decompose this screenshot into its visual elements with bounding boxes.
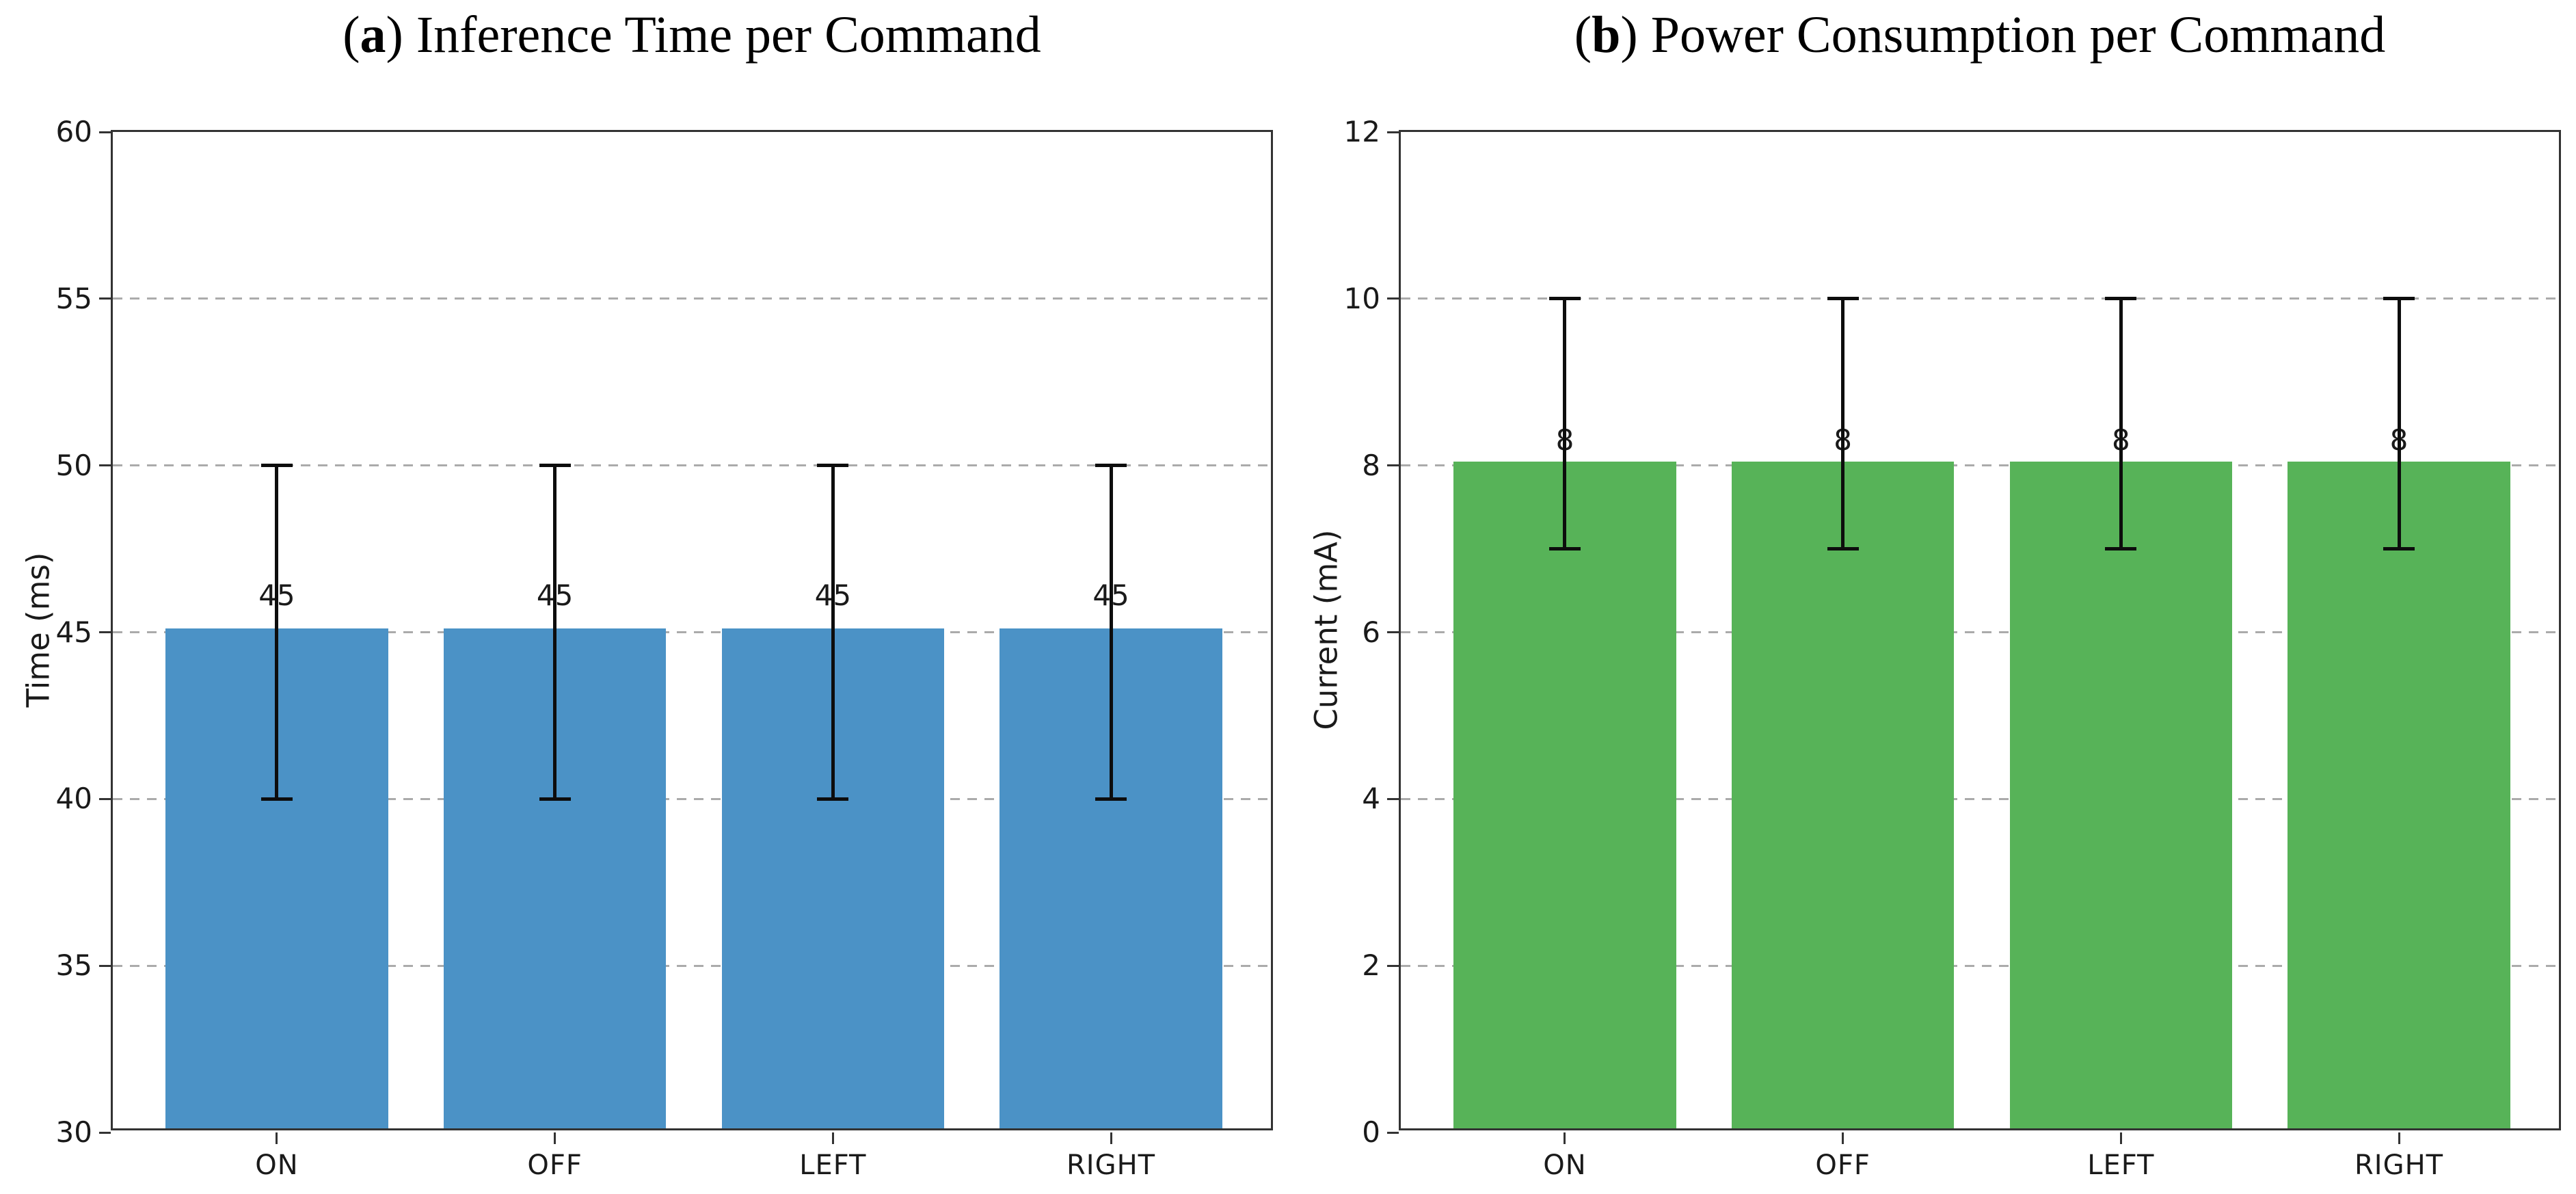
x-tick <box>831 1132 834 1144</box>
error-bar <box>1109 465 1113 799</box>
bar-right <box>2287 461 2510 1128</box>
title-letter: a <box>360 6 386 64</box>
title-letter: b <box>1592 6 1621 64</box>
gridline-y35 <box>113 964 1271 967</box>
y-tick <box>99 964 111 967</box>
x-tick <box>2398 1132 2400 1144</box>
plot-area-a: 3035404550556045ON45OFF45LEFT45RIGHT <box>56 117 1273 1180</box>
error-bar-cap-bottom <box>1548 547 1581 551</box>
x-tick-label-off: OFF <box>1815 1150 1870 1181</box>
error-bar <box>1841 298 1845 549</box>
x-tick <box>554 1132 556 1144</box>
error-bar-cap-top <box>817 464 849 468</box>
y-tick <box>1387 631 1399 633</box>
error-bar <box>2397 298 2401 549</box>
error-bar-cap-top <box>1827 297 1859 301</box>
y-tick <box>99 797 111 800</box>
error-bar-cap-bottom <box>1095 797 1127 801</box>
gridline-y10 <box>1401 297 2559 300</box>
y-tick-label: 50 <box>55 448 92 482</box>
x-tick <box>2119 1132 2122 1144</box>
y-tick <box>99 131 111 133</box>
y-tick-label: 6 <box>1362 615 1380 649</box>
error-bar-cap-top <box>2105 297 2137 301</box>
error-bar <box>1563 298 1567 549</box>
title-paren-open: ( <box>343 6 360 64</box>
chart-title-b: (b) Power Consumption per Command <box>1399 3 2561 68</box>
y-tick-label: 30 <box>55 1115 92 1149</box>
y-tick-label: 12 <box>1343 115 1380 148</box>
gridline-y45 <box>113 631 1271 633</box>
error-bar-cap-top <box>260 464 293 468</box>
gridline-y8 <box>1401 464 2559 467</box>
y-tick <box>1387 297 1399 300</box>
title-text: ) Power Consumption per Command <box>1620 6 2386 64</box>
error-bar-cap-bottom <box>817 797 849 801</box>
y-tick-label: 2 <box>1362 948 1380 983</box>
x-tick-label-left: LEFT <box>799 1150 867 1181</box>
chart-panel-b: (b) Power Consumption per Command Curren… <box>1288 0 2576 1194</box>
x-tick <box>1842 1132 1844 1144</box>
gridline-y2 <box>1401 964 2559 967</box>
y-tick-label: 55 <box>55 281 92 315</box>
title-paren-open: ( <box>1574 6 1592 64</box>
y-tick-label: 60 <box>55 115 92 148</box>
gridline-y50 <box>113 464 1271 467</box>
x-tick-label-right: RIGHT <box>1066 1150 1156 1181</box>
error-bar <box>831 465 835 799</box>
error-bar-cap-bottom <box>260 797 293 801</box>
error-bar-cap-top <box>2383 297 2415 301</box>
y-tick <box>1387 131 1399 133</box>
x-tick <box>1110 1132 1112 1144</box>
gridline-y55 <box>113 297 1271 300</box>
y-tick <box>99 1131 111 1134</box>
y-tick <box>1387 797 1399 800</box>
x-tick <box>1564 1132 1566 1144</box>
error-bar-cap-bottom <box>1827 547 1859 551</box>
error-bar <box>553 465 557 799</box>
error-bar-cap-bottom <box>2105 547 2137 551</box>
y-tick-label: 40 <box>55 782 92 816</box>
error-bar-cap-top <box>539 464 571 468</box>
chart-panel-a: (a) Inference Time per Command Time (ms)… <box>21 3 1273 1180</box>
error-bar-cap-bottom <box>2383 547 2415 551</box>
y-tick <box>99 464 111 467</box>
x-tick-label-off: OFF <box>527 1150 582 1181</box>
x-tick <box>276 1132 278 1144</box>
chart-title-a: (a) Inference Time per Command <box>111 3 1273 68</box>
y-tick-label: 8 <box>1362 448 1380 482</box>
x-tick-label-left: LEFT <box>2087 1150 2155 1181</box>
error-bar-cap-top <box>1548 297 1581 301</box>
error-bar-cap-top <box>1095 464 1127 468</box>
x-tick-label-on: ON <box>255 1150 299 1181</box>
plot-area-b: 0246810128ON8OFF8LEFT8RIGHT <box>1344 117 2561 1180</box>
error-bar <box>2119 298 2123 549</box>
y-tick-label: 0 <box>1362 1115 1380 1149</box>
y-tick-label: 45 <box>55 615 92 649</box>
y-tick <box>1387 1131 1399 1134</box>
gridline-y4 <box>1401 797 2559 800</box>
y-tick <box>1387 464 1399 467</box>
error-bar <box>275 465 279 799</box>
bar-left <box>2009 461 2232 1128</box>
y-tick-label: 35 <box>55 948 92 983</box>
y-tick-label: 10 <box>1343 281 1380 315</box>
y-tick <box>99 631 111 633</box>
error-bar-cap-bottom <box>539 797 571 801</box>
y-tick <box>99 297 111 300</box>
bar-on <box>1453 461 1676 1128</box>
bar-off <box>1731 461 1955 1128</box>
y-tick-label: 4 <box>1362 782 1380 816</box>
x-tick-label-on: ON <box>1543 1150 1587 1181</box>
gridline-y40 <box>113 797 1271 800</box>
x-tick-label-right: RIGHT <box>2354 1150 2444 1181</box>
gridline-y6 <box>1401 631 2559 633</box>
y-tick <box>1387 964 1399 967</box>
title-text: ) Inference Time per Command <box>386 6 1041 64</box>
